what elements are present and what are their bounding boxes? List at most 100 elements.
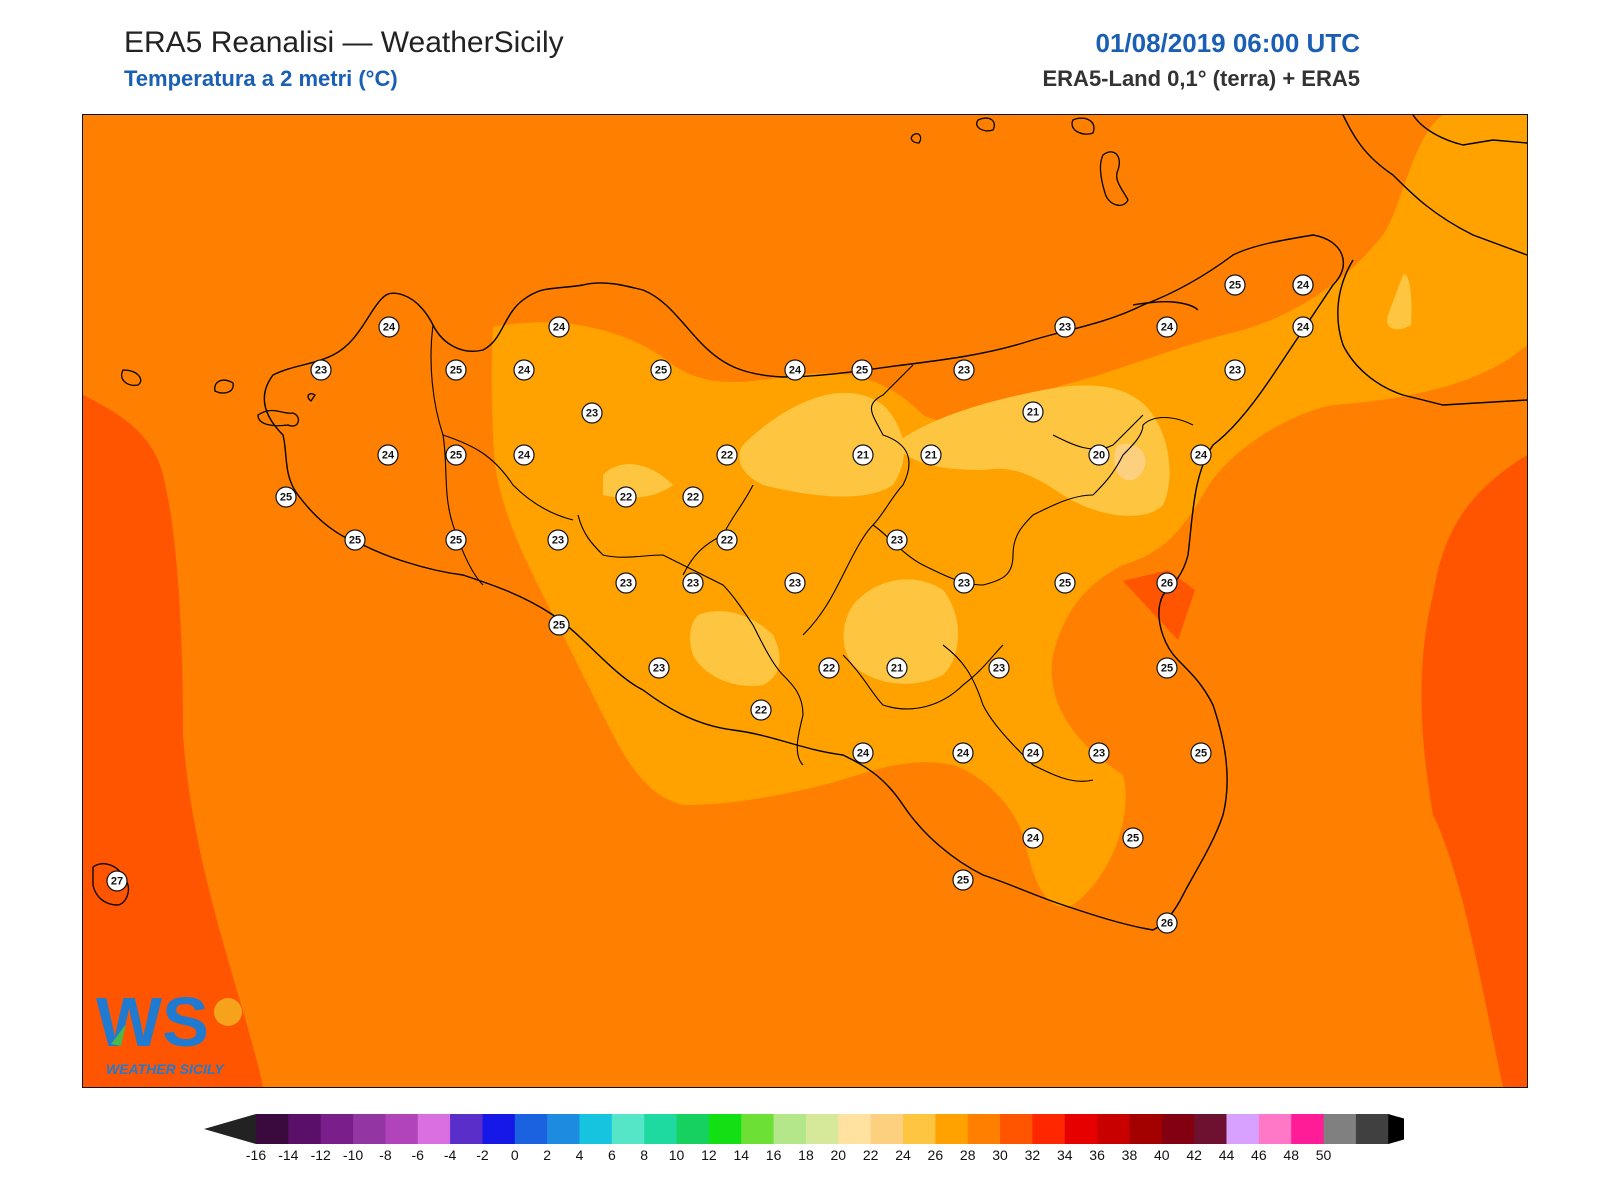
station-temperature-label: 23 <box>687 578 699 590</box>
station-marker: 24 <box>377 444 399 466</box>
station-marker: 25 <box>445 444 467 466</box>
station-marker: 25 <box>1224 274 1246 296</box>
station-temperature-label: 23 <box>552 535 564 547</box>
station-marker: 24 <box>1292 316 1314 338</box>
station-marker: 24 <box>513 359 535 381</box>
station-marker-circle <box>1292 316 1314 338</box>
station-temperature-label: 23 <box>653 663 665 675</box>
station-marker-circle <box>310 359 332 381</box>
station-marker-circle <box>1088 742 1110 764</box>
station-marker: 25 <box>445 359 467 381</box>
colorbar-box <box>1355 1114 1389 1144</box>
station-temperature-label: 26 <box>1161 918 1173 930</box>
colorbar-tick-label: 48 <box>1283 1147 1299 1163</box>
station-temperature-label: 22 <box>823 663 835 675</box>
colorbar-arrow-left <box>204 1114 256 1144</box>
station-temperature-label: 23 <box>1229 365 1241 377</box>
station-temperature-label: 24 <box>1195 450 1208 462</box>
station-marker-circle <box>852 444 874 466</box>
station-marker: 27 <box>106 870 128 892</box>
station-marker: 22 <box>818 657 840 679</box>
station-marker: 25 <box>344 529 366 551</box>
colorbar-tick-label: 36 <box>1089 1147 1105 1163</box>
station-marker-circle <box>513 359 535 381</box>
colorbar-tick-label: 18 <box>798 1147 814 1163</box>
station-temperature-label: 24 <box>382 450 395 462</box>
colorbar-tick-label: 10 <box>669 1147 685 1163</box>
colorbar-tick-label: 14 <box>733 1147 749 1163</box>
colorbar-tick-label: 4 <box>576 1147 584 1163</box>
colorbar-tick-label: 38 <box>1122 1147 1138 1163</box>
station-temperature-label: 23 <box>1059 322 1071 334</box>
colorbar-box <box>838 1114 872 1144</box>
station-temperature-label: 24 <box>1161 322 1174 334</box>
station-marker: 25 <box>548 614 570 636</box>
colorbar-box <box>450 1114 483 1144</box>
station-temperature-label: 23 <box>993 663 1005 675</box>
colorbar-box <box>256 1114 289 1144</box>
colorbar-box <box>676 1114 710 1144</box>
station-marker-circle <box>1054 316 1076 338</box>
station-temperature-label: 23 <box>958 365 970 377</box>
colorbar-tick-label: 50 <box>1316 1147 1332 1163</box>
station-temperature-label: 24 <box>1027 833 1040 845</box>
station-marker: 22 <box>750 699 772 721</box>
data-source: ERA5-Land 0,1° (terra) + ERA5 <box>1042 66 1361 91</box>
station-marker-circle <box>1224 359 1246 381</box>
temperature-colorbar: -16 -14 -12 -10 -8 -6 -4 -2 0 2 4 6 8 10 12 14 16 18 20 22 2… <box>204 1114 1404 1163</box>
station-marker: 23 <box>310 359 332 381</box>
station-temperature-label: 24 <box>383 322 396 334</box>
station-marker: 23 <box>615 572 637 594</box>
station-marker: 24 <box>1156 316 1178 338</box>
station-temperature-label: 24 <box>553 322 566 334</box>
weather-sicily-logo: WS WEATHER SICILY <box>96 984 242 1077</box>
station-marker-circle <box>650 359 672 381</box>
station-marker-circle <box>445 444 467 466</box>
sicily-coastline <box>263 115 1527 931</box>
station-marker: 21 <box>1022 401 1044 423</box>
station-temperature-label: 25 <box>1161 663 1173 675</box>
station-marker: 22 <box>615 486 637 508</box>
temp-field-26-28-west <box>83 395 263 1087</box>
colorbar-box <box>644 1114 678 1144</box>
station-marker: 21 <box>920 444 942 466</box>
station-marker: 24 <box>952 742 974 764</box>
colorbar-box <box>1097 1114 1130 1144</box>
station-temperature-label: 24 <box>957 748 970 760</box>
station-temperature-label: 25 <box>1059 578 1071 590</box>
station-temperature-label: 25 <box>856 365 868 377</box>
station-marker-circle <box>344 529 366 551</box>
colorbar-tick-label: 16 <box>766 1147 782 1163</box>
colorbar-box <box>547 1114 580 1144</box>
station-temperature-label: 25 <box>349 535 361 547</box>
station-marker: 21 <box>852 444 874 466</box>
station-marker: 23 <box>784 572 806 594</box>
station-marker-circle <box>1054 572 1076 594</box>
station-marker-circle <box>1156 572 1178 594</box>
colorbar-tick-label: 0 <box>511 1147 519 1163</box>
station-temperature-label: 25 <box>450 450 462 462</box>
station-marker: 24 <box>1292 274 1314 296</box>
station-marker: 23 <box>682 572 704 594</box>
colorbar-box <box>903 1114 936 1144</box>
station-marker: 24 <box>548 316 570 338</box>
station-marker-circle <box>952 869 974 891</box>
station-temperature-label: 24 <box>1027 748 1040 760</box>
colorbar-box <box>773 1114 807 1144</box>
colorbar-tick-label: 30 <box>992 1147 1008 1163</box>
station-marker-circle <box>615 572 637 594</box>
station-marker: 22 <box>716 444 738 466</box>
station-marker: 20 <box>1088 444 1110 466</box>
station-marker-circle <box>548 316 570 338</box>
colorbar-tick-label: 24 <box>895 1147 911 1163</box>
station-temperature-label: 22 <box>687 492 699 504</box>
colorbar-box <box>1291 1114 1325 1144</box>
station-temperature-label: 23 <box>891 535 903 547</box>
station-marker: 25 <box>275 486 297 508</box>
station-marker-circle <box>988 657 1010 679</box>
colorbar-tick-label: -2 <box>476 1147 489 1163</box>
station-marker-circle <box>445 529 467 551</box>
colorbar-tick-label: 26 <box>928 1147 944 1163</box>
colorbar-box <box>967 1114 1001 1144</box>
temp-field-26-28-east <box>1421 455 1527 1087</box>
